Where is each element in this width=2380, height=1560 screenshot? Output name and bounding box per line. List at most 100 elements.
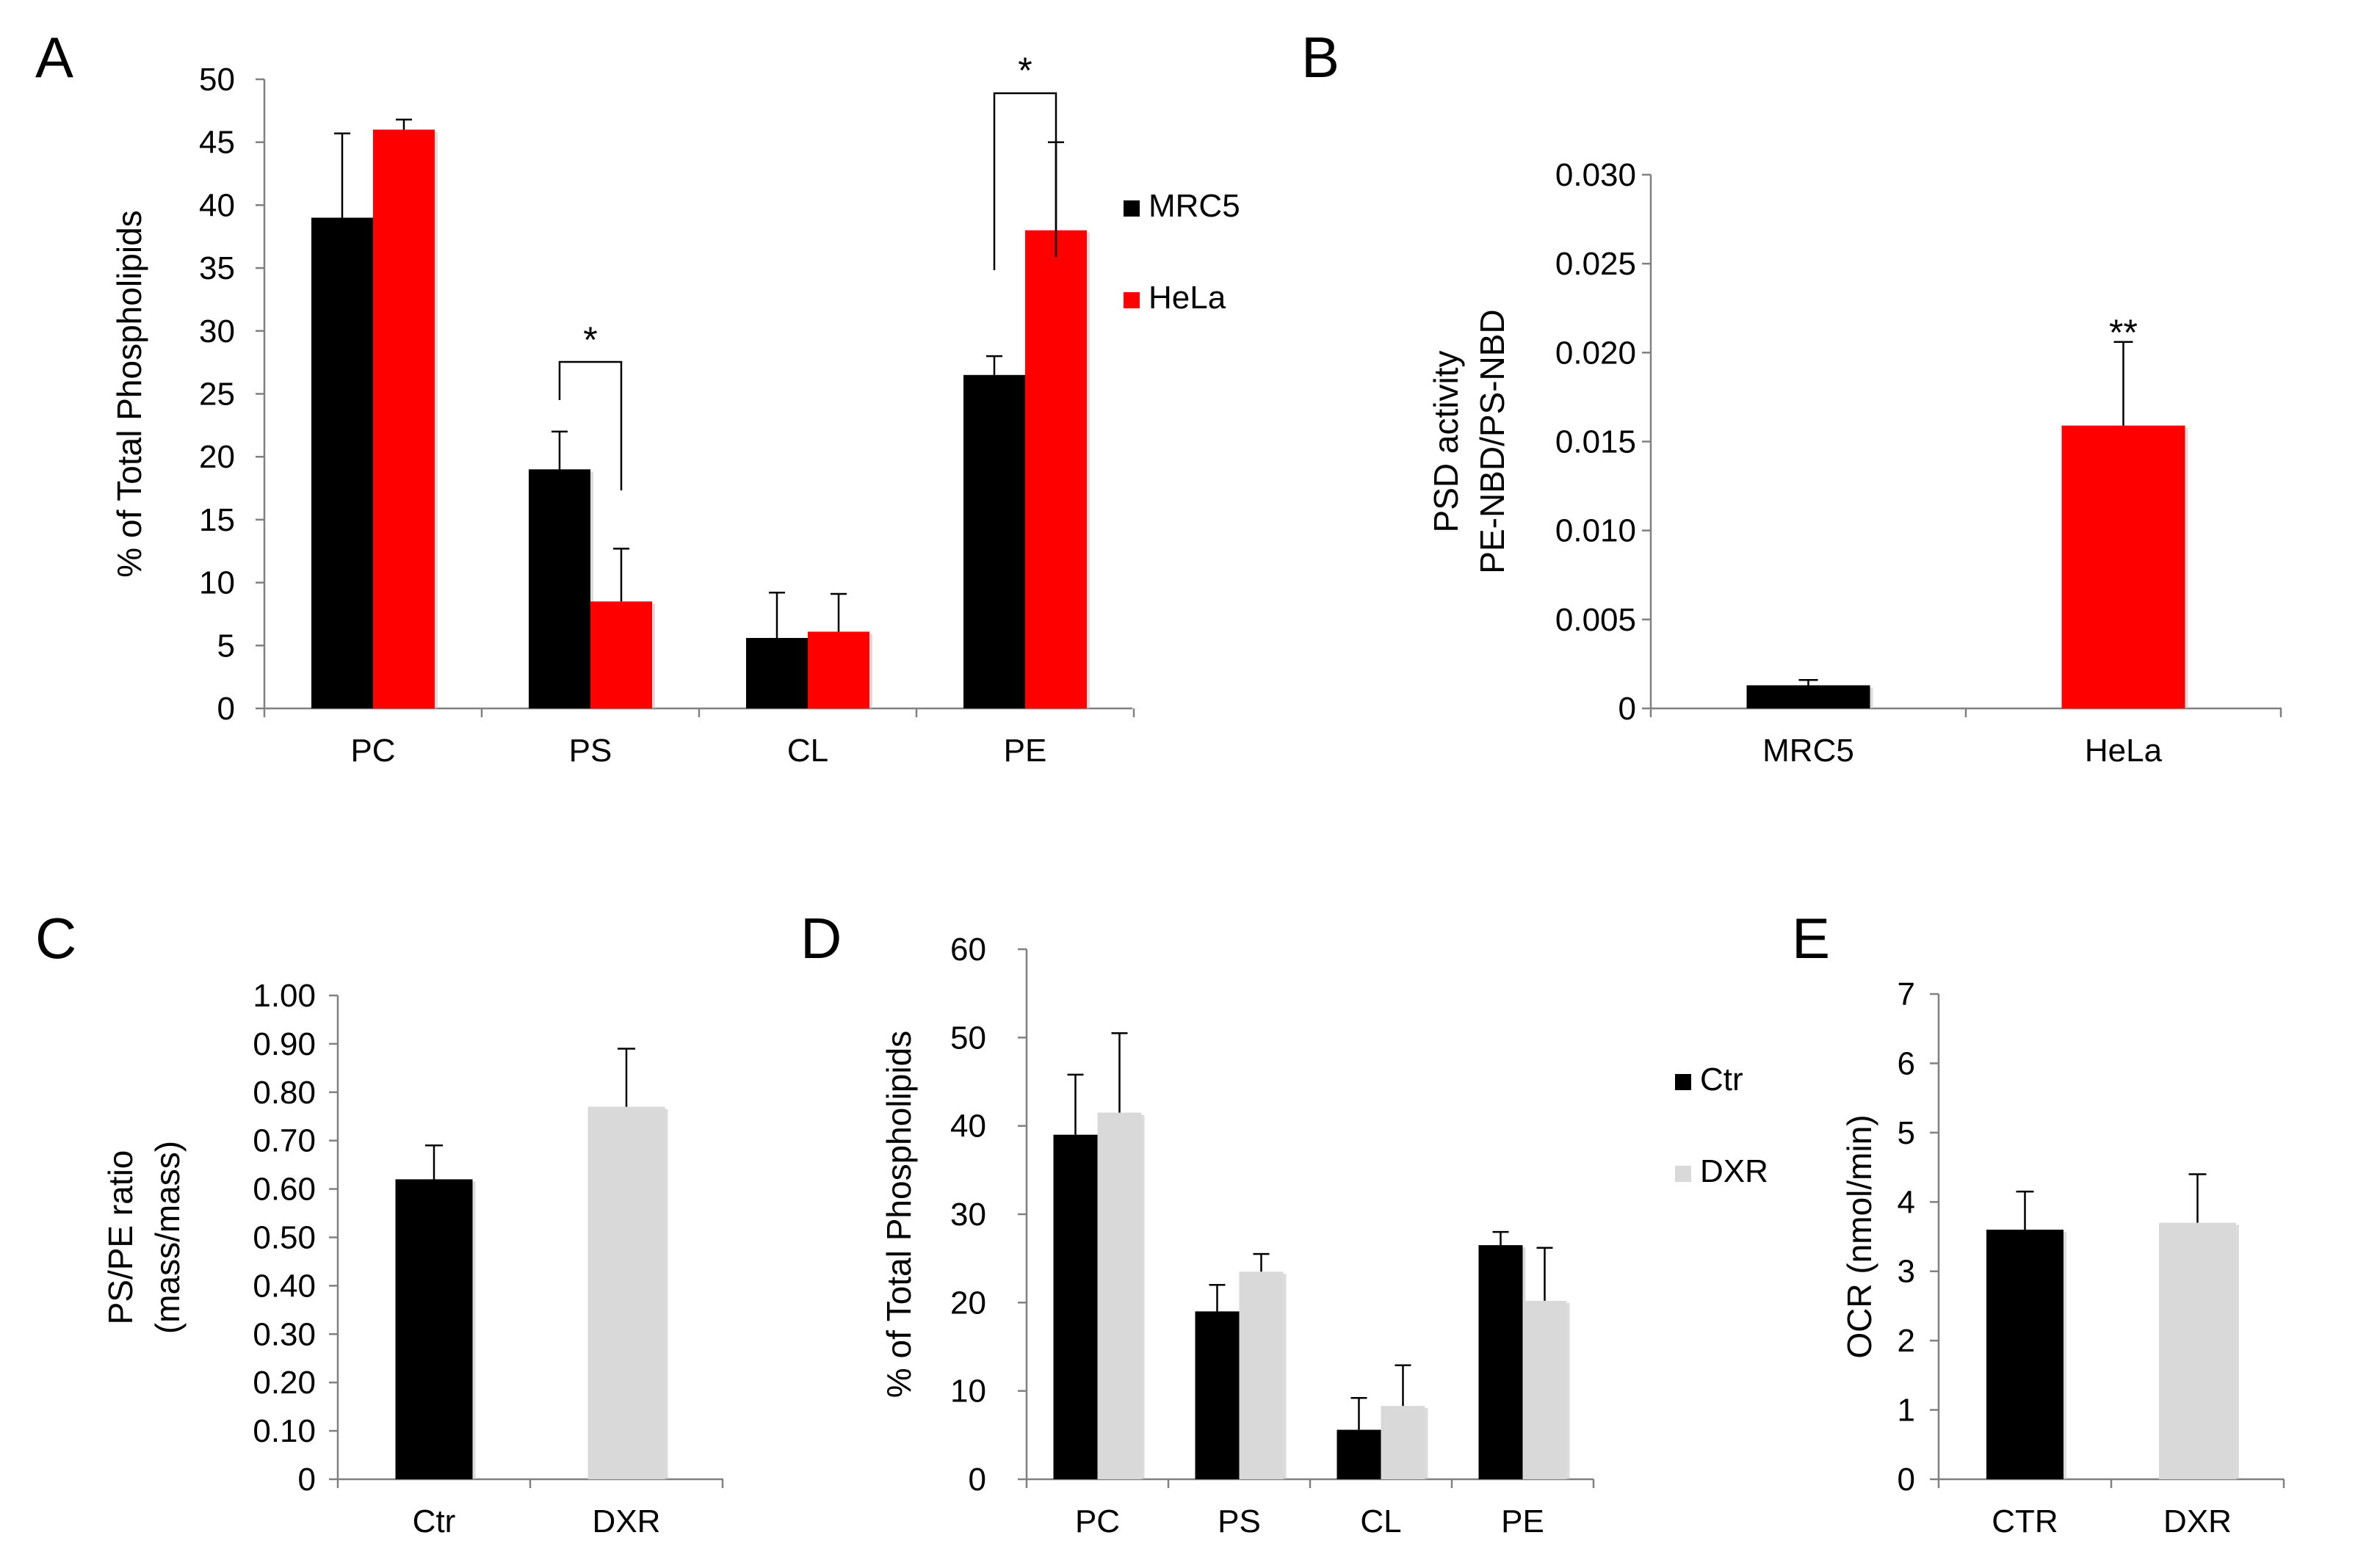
panel-a-y-tick-label: 45 xyxy=(199,125,235,161)
panel-d-x-tick-label: PS xyxy=(1218,1503,1261,1539)
panel-c-y-tick-label: 0.60 xyxy=(253,1172,316,1208)
panel-d-legend-swatch-ctr xyxy=(1675,1074,1691,1090)
panel-c-y-tick-label: 1.00 xyxy=(253,978,316,1014)
panel-e-y-tick-label: 1 xyxy=(1898,1393,1915,1429)
panel-a-x-tick-label: PC xyxy=(350,733,395,769)
panel-a-y-tick-label: 15 xyxy=(199,502,235,538)
panel-a-x-tick-label: CL xyxy=(787,733,828,769)
panel-d-legend-label-ctr: Ctr xyxy=(1700,1062,1743,1098)
panel-e-y-tick-label: 7 xyxy=(1898,976,1915,1012)
panel-c-x-tick-label: DXR xyxy=(593,1503,661,1539)
panel-a-significance-marker: * xyxy=(583,319,597,360)
panel-label-e: E xyxy=(1792,906,1830,971)
panel-e-y-tick-label: 4 xyxy=(1898,1184,1915,1220)
panel-c-y-tick-label: 0.10 xyxy=(253,1413,316,1449)
panel-d-bar-cl-dxr xyxy=(1381,1406,1425,1479)
panel-e-y-tick-label: 2 xyxy=(1898,1323,1915,1359)
panel-b-bar-mrc5 xyxy=(1746,685,1870,708)
panel-a-y-tick-label: 35 xyxy=(199,250,235,286)
panel-a-y-tick-label: 20 xyxy=(199,439,235,475)
panel-b-y-tick-label: 0.020 xyxy=(1555,335,1636,371)
panel-d-bar-pe-ctr xyxy=(1478,1245,1523,1479)
panel-a-y-tick-label: 50 xyxy=(199,62,235,98)
panel-a-bar-ps-hela xyxy=(590,601,652,708)
panel-d-x-tick-label: CL xyxy=(1360,1503,1401,1539)
panel-d-x-tick-label: PC xyxy=(1075,1503,1120,1539)
panel-label-b: B xyxy=(1301,25,1339,90)
panel-a-x-tick-label: PE xyxy=(1004,733,1047,769)
panel-a-bar-cl-hela xyxy=(808,631,869,708)
panel-c-y-tick-label: 0.30 xyxy=(253,1316,316,1352)
panel-e-x-tick-label: DXR xyxy=(2163,1503,2232,1539)
panel-d-y-tick-label: 30 xyxy=(950,1197,986,1233)
panel-d-y-axis-title: % of Total Phospholipids xyxy=(880,1031,918,1398)
panel-c-x-tick-label: Ctr xyxy=(413,1503,456,1539)
panel-d-bar-ps-ctr xyxy=(1195,1311,1240,1479)
panel-a-significance-marker: * xyxy=(1018,50,1032,91)
panel-b-y-tick-label: 0 xyxy=(1618,691,1636,727)
panel-a-significance-bracket xyxy=(993,92,1057,270)
panel-a-significance-bracket xyxy=(558,360,623,490)
panel-a-y-tick-label: 40 xyxy=(199,187,235,223)
panel-a-y-tick-label: 30 xyxy=(199,313,235,349)
panel-d-y-tick-label: 20 xyxy=(950,1285,986,1321)
panel-e-y-tick-label: 5 xyxy=(1898,1115,1915,1151)
panel-label-a: A xyxy=(35,25,73,90)
panel-d-legend-swatch-dxr xyxy=(1675,1166,1691,1182)
panel-d-y-tick-label: 10 xyxy=(950,1374,986,1410)
panel-a-y-tick-label: 5 xyxy=(217,628,235,664)
panel-d-y-tick-label: 50 xyxy=(950,1020,986,1056)
panel-e-y-tick-label: 0 xyxy=(1898,1462,1915,1498)
panel-c-y-tick-label: 0.20 xyxy=(253,1365,316,1401)
panel-d-y-tick-label: 40 xyxy=(950,1109,986,1144)
panel-d-bar-ps-dxr xyxy=(1239,1271,1284,1479)
panel-a-bar-cl-mrc5 xyxy=(746,638,808,708)
panel-c-bar-dxr xyxy=(587,1106,665,1479)
panel-label-d: D xyxy=(800,906,842,971)
panel-d-bar-cl-ctr xyxy=(1337,1429,1381,1479)
panel-a-legend-swatch-hela xyxy=(1124,292,1140,308)
panel-c-bar-ctr xyxy=(395,1179,473,1479)
panel-a-legend-label-mrc5: MRC5 xyxy=(1149,188,1240,224)
panel-b-y-tick-label: 0.015 xyxy=(1555,424,1636,460)
panel-c-y-tick-label: 0 xyxy=(298,1462,316,1498)
panel-c-y-tick-label: 0.70 xyxy=(253,1123,316,1159)
panel-b-bar-hela xyxy=(2061,425,2185,708)
panel-b-significance-marker: ** xyxy=(2109,312,2138,353)
panel-a-bar-pc-hela xyxy=(373,129,435,708)
panel-a-y-tick-label: 25 xyxy=(199,377,235,413)
panel-b-y-tick-label: 0.030 xyxy=(1555,157,1636,193)
panel-b-y-axis-subtitle: PE-NBD/PS-NBD xyxy=(1473,309,1511,573)
panel-d-bar-pc-dxr xyxy=(1097,1112,1142,1479)
panel-e-y-axis-title: OCR (nmol/min) xyxy=(1840,1114,1878,1358)
panel-a-bar-ps-mrc5 xyxy=(529,469,590,708)
panel-a-y-tick-label: 0 xyxy=(217,691,235,727)
panel-d-y-tick-label: 0 xyxy=(969,1462,986,1498)
panel-e-bar-dxr xyxy=(2159,1222,2236,1479)
panel-c-y-tick-label: 0.40 xyxy=(253,1268,316,1304)
panel-b-y-tick-label: 0.010 xyxy=(1555,513,1636,549)
panel-e-x-tick-label: CTR xyxy=(1992,1503,2058,1539)
panel-d-x-tick-label: PE xyxy=(1501,1503,1544,1539)
panel-d-y-tick-label: 60 xyxy=(950,932,986,968)
panel-b-x-tick-label: MRC5 xyxy=(1762,733,1854,769)
panel-e-y-tick-label: 3 xyxy=(1898,1254,1915,1290)
panel-a-bar-pc-mrc5 xyxy=(311,217,373,708)
panel-c-y-tick-label: 0.90 xyxy=(253,1026,316,1062)
panel-c-y-axis-subtitle: (mass/mass) xyxy=(148,1141,187,1334)
panel-b-y-tick-label: 0.005 xyxy=(1555,602,1636,638)
panel-b-x-tick-label: HeLa xyxy=(2085,733,2163,769)
panel-b-y-tick-label: 0.025 xyxy=(1555,246,1636,282)
panel-d-legend-label-dxr: DXR xyxy=(1700,1153,1768,1189)
panel-a-bar-pe-mrc5 xyxy=(963,374,1025,708)
panel-a-y-tick-label: 10 xyxy=(199,565,235,601)
panel-a-y-axis-title: % of Total Phospholipids xyxy=(110,210,148,577)
panel-label-c: C xyxy=(35,906,76,971)
panel-d-bar-pc-ctr xyxy=(1053,1134,1098,1479)
panel-b-y-axis-title: PSD activity xyxy=(1427,351,1465,533)
panel-e-y-tick-label: 6 xyxy=(1898,1045,1915,1081)
panel-e-bar-ctr xyxy=(1986,1230,2063,1479)
panel-a-x-tick-label: PS xyxy=(569,733,612,769)
panel-a-legend-label-hela: HeLa xyxy=(1149,280,1226,316)
